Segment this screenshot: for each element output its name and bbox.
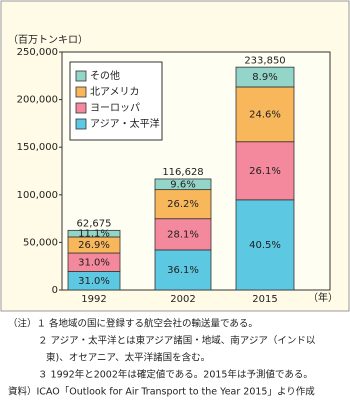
legend-swatch bbox=[75, 118, 87, 130]
segment-label: 31.0% bbox=[78, 276, 110, 287]
note: ３ 1992年と2002年は確定値である。2015年は予測値である。 bbox=[38, 369, 313, 381]
y-tick-label: 200,000 bbox=[17, 95, 58, 106]
total-label: 62,675 bbox=[77, 218, 112, 229]
x-tick-label: 1992 bbox=[81, 294, 106, 305]
bar-segment bbox=[67, 229, 121, 238]
segment-label: 8.9% bbox=[252, 72, 277, 83]
segment-label: 26.9% bbox=[78, 240, 110, 251]
y-tick-label: 50,000 bbox=[23, 237, 58, 248]
note: ２ アジア・太平洋とは東アジア諸国・地域、南アジア（インド以 bbox=[38, 335, 316, 347]
x-tick-label: 2015 bbox=[252, 294, 277, 305]
segment-label: 40.5% bbox=[249, 240, 281, 251]
legend-swatch bbox=[75, 70, 87, 82]
y-tick-label: 100,000 bbox=[17, 190, 58, 201]
note: 東)、オセアニア、太平洋諸国を含む。 bbox=[46, 352, 210, 364]
legend-label: 北アメリカ bbox=[90, 86, 140, 98]
total-label: 233,850 bbox=[244, 55, 285, 66]
legend-swatch bbox=[75, 102, 87, 114]
bar-segment bbox=[154, 178, 212, 191]
y-tick-label: 150,000 bbox=[17, 142, 58, 153]
bar-segment bbox=[235, 86, 295, 143]
y-axis-label: （百万トンキロ） bbox=[8, 34, 88, 46]
legend-swatch bbox=[75, 86, 87, 98]
y-tick-label: 250,000 bbox=[17, 47, 58, 58]
legend-label: その他 bbox=[90, 69, 120, 82]
segment-label: 31.0% bbox=[78, 257, 110, 268]
note: （注）１ 各地域の国に登録する航空会社の輸送量である。 bbox=[8, 318, 258, 330]
segment-label: 36.1% bbox=[167, 265, 199, 276]
legend-label: アジア・太平洋 bbox=[90, 117, 160, 130]
segment-label: 11.1% bbox=[78, 229, 110, 240]
bar-segment bbox=[235, 141, 295, 201]
x-axis-label: （年） bbox=[308, 291, 338, 304]
segment-label: 26.2% bbox=[167, 199, 199, 210]
segment-label: 24.6% bbox=[249, 109, 281, 120]
segment-label: 9.6% bbox=[170, 179, 195, 190]
bar-segment bbox=[235, 199, 295, 291]
note: 資料）ICAO「Outlook for Air Transport to the… bbox=[8, 386, 315, 398]
y-tick-label: 0 bbox=[52, 285, 58, 296]
bar-segment bbox=[154, 249, 212, 291]
total-label: 116,628 bbox=[162, 167, 203, 178]
segment-label: 28.1% bbox=[167, 229, 199, 240]
legend-label: ヨーロッパ bbox=[90, 102, 140, 114]
bar-segment bbox=[235, 66, 295, 88]
x-tick-label: 2002 bbox=[170, 294, 195, 305]
segment-label: 26.1% bbox=[249, 166, 281, 177]
